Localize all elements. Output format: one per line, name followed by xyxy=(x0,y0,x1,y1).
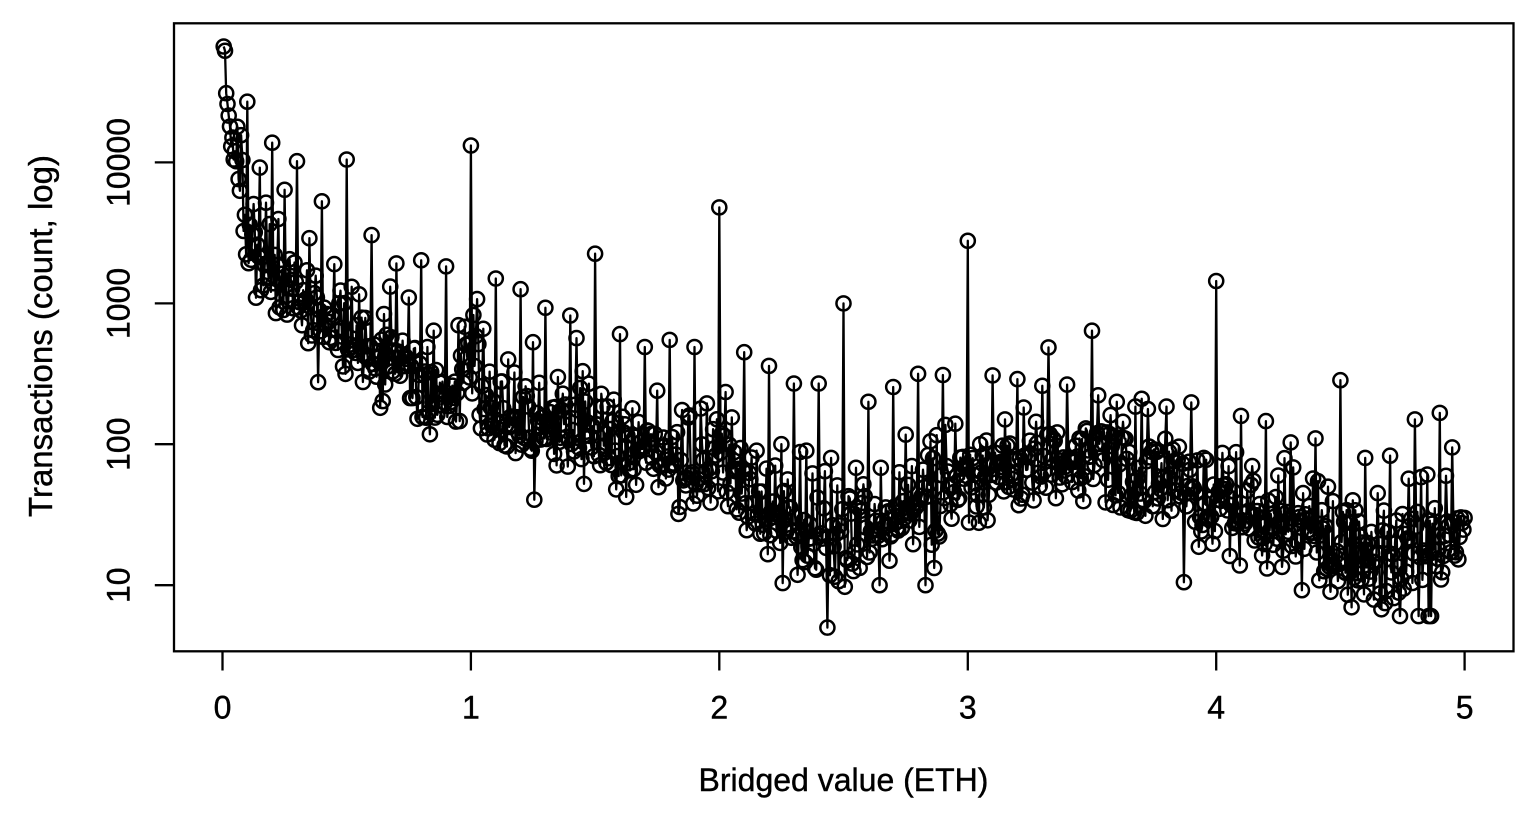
svg-text:1: 1 xyxy=(462,689,480,725)
svg-text:2: 2 xyxy=(710,689,728,725)
svg-text:100: 100 xyxy=(101,418,137,471)
svg-text:3: 3 xyxy=(959,689,977,725)
svg-text:1000: 1000 xyxy=(101,268,137,339)
svg-text:0: 0 xyxy=(214,689,232,725)
svg-text:Bridged value (ETH): Bridged value (ETH) xyxy=(699,762,989,798)
svg-text:Transactions (count, log): Transactions (count, log) xyxy=(22,155,59,517)
svg-text:10: 10 xyxy=(101,567,137,603)
svg-text:4: 4 xyxy=(1207,689,1225,725)
svg-text:10000: 10000 xyxy=(101,118,137,207)
svg-text:5: 5 xyxy=(1456,689,1474,725)
